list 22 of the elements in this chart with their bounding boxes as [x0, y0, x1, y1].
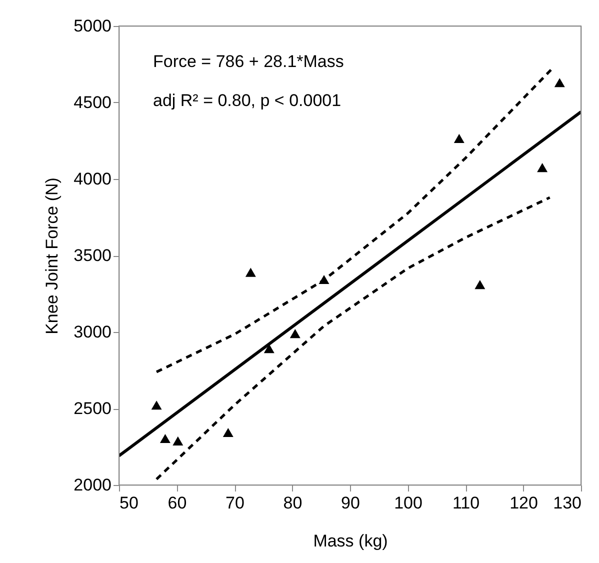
annotation: Force = 786 + 28.1*Mass [153, 52, 344, 71]
x-tick-label: 90 [341, 494, 360, 512]
x-tick-label: 100 [394, 494, 422, 512]
y-tick-label: 4000 [74, 170, 112, 188]
y-tick-label: 4500 [74, 93, 112, 112]
y-tick-label: 3000 [74, 322, 112, 342]
y-axis-title: Knee Joint Force (N) [42, 178, 62, 334]
x-tick-label: 130 [553, 494, 582, 512]
x-tick-label: 70 [226, 494, 244, 512]
x-tick-label: 120 [510, 494, 538, 512]
x-tick-label: 60 [168, 494, 187, 512]
line-series [155, 196, 552, 480]
x-axis-title: Mass (kg) [313, 532, 388, 550]
y-tick-label: 2000 [74, 476, 112, 494]
y-tick-label: 2500 [74, 399, 112, 418]
y-tick-label: 3500 [74, 246, 112, 265]
x-tick-label: 80 [283, 494, 302, 512]
line-series [155, 66, 555, 374]
x-tick-label: 50 [120, 494, 138, 512]
annotation: adj R² = 0.80, p < 0.0001 [153, 91, 342, 110]
x-tick-label: 110 [452, 494, 480, 512]
y-tick-label: 5000 [74, 16, 112, 36]
